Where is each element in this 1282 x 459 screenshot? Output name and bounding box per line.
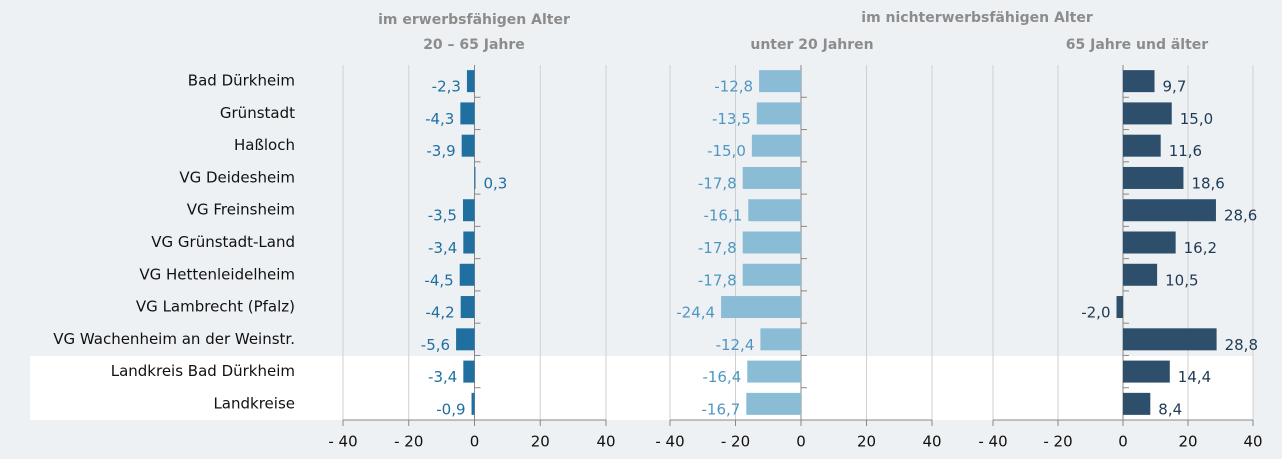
value-label: -17,8 [698, 174, 737, 192]
bar [462, 199, 475, 222]
bar [760, 328, 801, 351]
highlight-band [30, 356, 1253, 420]
value-label: -17,8 [698, 239, 737, 257]
value-label: 16,2 [1184, 239, 1217, 257]
bar [759, 70, 801, 93]
bar [1123, 70, 1155, 93]
bar [1123, 166, 1184, 189]
chart-subtitle: unter 20 Jahren [750, 37, 873, 53]
bar [1123, 263, 1158, 286]
value-label: -16,1 [703, 207, 742, 225]
x-tick-label: - 40 [328, 433, 357, 451]
category-label: VG Grünstadt-Land [151, 233, 295, 251]
bar [1123, 102, 1172, 125]
value-label: -17,8 [698, 271, 737, 289]
category-label: VG Freinsheim [187, 201, 295, 219]
value-label: -12,4 [716, 336, 755, 354]
value-label: -3,4 [428, 368, 457, 386]
category-label: Bad Dürkheim [188, 72, 295, 90]
bar [459, 263, 475, 286]
x-tick-label: 0 [796, 433, 806, 451]
value-label: 18,6 [1191, 174, 1224, 192]
value-label: 28,6 [1224, 207, 1257, 225]
value-label: -4,3 [425, 110, 454, 128]
value-label: -3,9 [426, 142, 455, 160]
value-label: -3,4 [428, 239, 457, 257]
bar [466, 70, 475, 93]
bar [474, 166, 476, 189]
bar [461, 134, 475, 157]
x-tick-label: - 40 [978, 433, 1007, 451]
value-label: 10,5 [1165, 271, 1198, 289]
x-tick-label: - 20 [394, 433, 423, 451]
bar [1123, 392, 1151, 415]
bar [742, 231, 801, 254]
value-label: -16,7 [701, 400, 740, 418]
x-tick-label: 20 [857, 433, 876, 451]
bar [748, 199, 801, 222]
value-label: 15,0 [1180, 110, 1213, 128]
chart-title: im erwerbsfähigen Alter [378, 12, 570, 28]
x-tick-label: - 40 [655, 433, 684, 451]
value-label: 0,3 [483, 174, 507, 192]
bar [460, 296, 475, 319]
x-tick-label: - 20 [721, 433, 750, 451]
value-label: -16,4 [702, 368, 741, 386]
value-label: -24,4 [676, 304, 715, 322]
bar [1123, 199, 1216, 222]
value-label: -13,5 [712, 110, 751, 128]
bar [463, 231, 475, 254]
bar [1123, 360, 1170, 383]
value-label: -3,5 [428, 207, 457, 225]
x-tick-label: 40 [922, 433, 941, 451]
bar [1116, 296, 1123, 319]
bar [751, 134, 801, 157]
bar [1123, 328, 1217, 351]
chart-subtitle: 65 Jahre und älter [1066, 37, 1209, 53]
value-label: -0,9 [436, 400, 465, 418]
bar [742, 166, 801, 189]
group-title: im nichterwerbsfähigen Alter [861, 10, 1093, 26]
x-tick-label: - 20 [1043, 433, 1072, 451]
value-label: -4,2 [425, 304, 454, 322]
category-label: Landkreise [213, 394, 295, 412]
category-label: VG Hettenleidelheim [139, 265, 295, 283]
category-label: Landkreis Bad Dürkheim [111, 362, 295, 380]
x-tick-label: 20 [531, 433, 550, 451]
category-label: VG Lambrecht (Pfalz) [136, 298, 295, 316]
value-label: -4,5 [424, 271, 453, 289]
x-tick-label: 0 [470, 433, 480, 451]
value-label: -15,0 [707, 142, 746, 160]
bar [471, 392, 475, 415]
value-label: -5,6 [421, 336, 450, 354]
bar [746, 392, 801, 415]
value-label: -2,3 [432, 78, 461, 96]
chart-subtitle: 20 – 65 Jahre [423, 37, 525, 53]
bar [747, 360, 801, 383]
value-label: 14,4 [1178, 368, 1211, 386]
bar [721, 296, 801, 319]
category-label: Grünstadt [220, 104, 295, 122]
bar [756, 102, 801, 125]
x-tick-label: 20 [1178, 433, 1197, 451]
category-label: Haßloch [234, 136, 295, 154]
bar [456, 328, 475, 351]
x-tick-label: 40 [1243, 433, 1262, 451]
bar [463, 360, 475, 383]
value-label: 11,6 [1169, 142, 1202, 160]
value-label: 8,4 [1158, 400, 1182, 418]
x-tick-label: 40 [596, 433, 615, 451]
category-label: VG Deidesheim [179, 168, 295, 186]
value-label: -12,8 [714, 78, 753, 96]
bar [1123, 231, 1176, 254]
value-label: 28,8 [1225, 336, 1258, 354]
value-label: 9,7 [1163, 78, 1187, 96]
category-label: VG Wachenheim an der Weinstr. [53, 330, 295, 348]
x-tick-label: 0 [1118, 433, 1128, 451]
bar [742, 263, 801, 286]
bar [1123, 134, 1161, 157]
value-label: -2,0 [1081, 304, 1110, 322]
bar [460, 102, 475, 125]
